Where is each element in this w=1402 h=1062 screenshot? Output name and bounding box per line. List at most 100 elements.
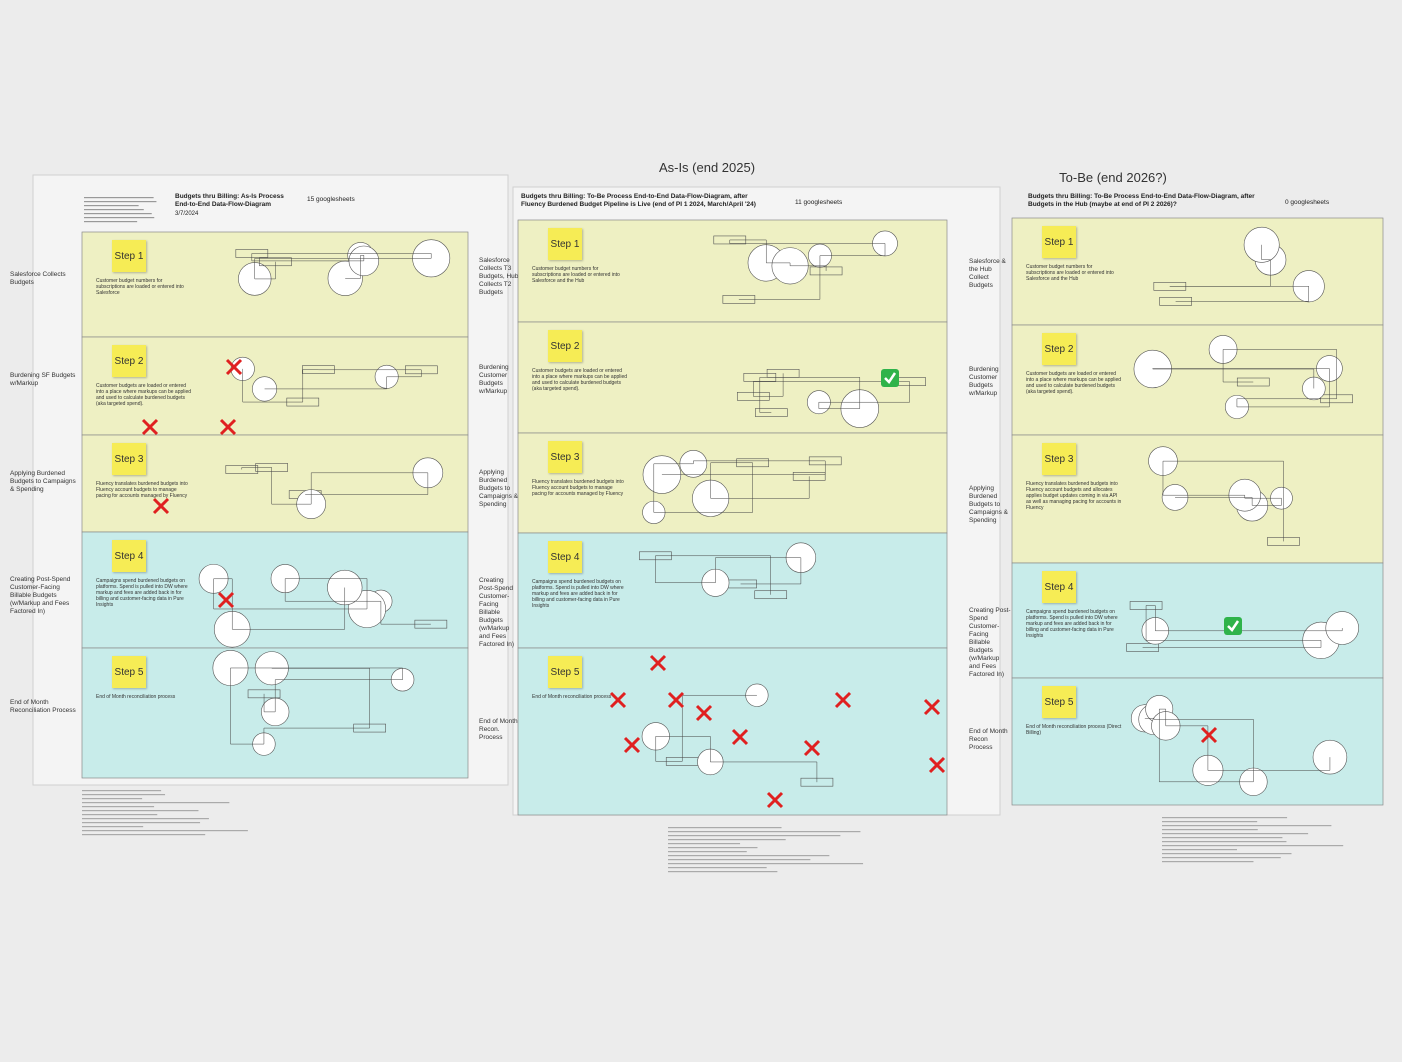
flow-arrow (1145, 605, 1322, 641)
step-text: End of Month reconciliation process (532, 694, 612, 700)
row-label: End of Month Reconciliation Process (10, 699, 76, 714)
flow-arrow (1169, 259, 1271, 287)
flow-arrow (264, 376, 387, 390)
flow-arrow (655, 736, 711, 762)
note-line (1162, 817, 1288, 819)
step-text: Customer budget numbers for subscription… (96, 278, 184, 296)
heading: As-Is (end 2025) (658, 160, 756, 175)
row-label: Creating Post-Spend Customer-Facing Bill… (10, 576, 71, 615)
note-line (82, 798, 143, 800)
red-x (731, 728, 749, 746)
flow-arrow (738, 255, 821, 300)
red-x (834, 691, 852, 709)
row-label: End of Month Recon Process (969, 727, 1008, 751)
step-band (81, 231, 469, 338)
flow-arrow (1236, 398, 1337, 407)
step-text: Customer budgets are loaded or entered i… (1026, 371, 1122, 395)
note-line (668, 843, 741, 845)
note-line (668, 847, 758, 849)
flow-arrow (710, 462, 753, 499)
flow-arrow (242, 368, 303, 403)
flow-arrow (753, 381, 910, 397)
note-line (82, 826, 144, 828)
flow-arrow (1153, 719, 1254, 782)
flow-arrow (759, 377, 772, 413)
note-line (82, 810, 199, 812)
note-line (1162, 849, 1237, 851)
flow-arrow (740, 557, 802, 585)
note-line (1162, 853, 1292, 855)
red-x (609, 691, 627, 709)
red-x (1200, 726, 1218, 744)
step-text: Fluency translates burdened budgets into… (532, 479, 624, 497)
flow-arrow (284, 578, 381, 602)
flow-arrow (818, 381, 910, 403)
row-label: Creating Post-Spend Customer-Facing Bill… (479, 576, 515, 648)
sheet-count: 11 googlesheets (795, 199, 843, 206)
green-check (884, 372, 897, 384)
note-line (84, 197, 154, 199)
flow-arrow (819, 243, 886, 256)
green-check (1224, 617, 1242, 635)
flow-arrow (230, 667, 403, 680)
flow-arrow (655, 736, 683, 762)
flow-arrow (1223, 349, 1337, 399)
flow-arrow (254, 261, 276, 280)
note-line (1162, 861, 1254, 863)
note-line (82, 790, 162, 792)
flow-arrow (729, 239, 767, 263)
flow-arrow (241, 467, 272, 470)
flow-arrow (263, 693, 276, 713)
flow-arrow (1144, 718, 1155, 720)
flow-arrow (729, 239, 886, 244)
note-line (668, 831, 861, 833)
panel-title: Budgets thru Billing: To-Be Process End-… (521, 193, 756, 208)
step-note: Step 1 (548, 228, 582, 260)
flow-arrow (302, 369, 319, 403)
flow-arrow (655, 555, 716, 584)
note-line (84, 209, 144, 211)
flow-arrow (345, 255, 361, 279)
red-x (766, 791, 784, 809)
flow-arrow (710, 761, 818, 783)
flow-arrow (380, 601, 431, 625)
row-label: Applying Burdened Budgets to Campaigns &… (969, 485, 1009, 524)
flow-arrow (1244, 495, 1282, 499)
flow-arrow (1162, 460, 1284, 542)
sheet-count: 15 googlesheets (307, 196, 355, 203)
flow-arrow (1159, 708, 1167, 726)
flow-arrow (271, 467, 312, 505)
note-line (82, 818, 209, 820)
note-line (82, 830, 248, 832)
note-line (1162, 821, 1258, 823)
step-band (517, 432, 948, 534)
flow-arrow (285, 578, 368, 609)
red-x (923, 698, 941, 716)
note-line (668, 871, 778, 873)
flow-arrow (1207, 757, 1331, 771)
step-text: Campaigns spend burdened budgets on plat… (96, 578, 188, 608)
note-line (82, 802, 230, 804)
panel-title: Budgets thru Billing: To-Be Process End-… (1028, 193, 1255, 208)
note-line (668, 839, 786, 841)
flow-arrow (274, 679, 403, 712)
flow-arrow (263, 727, 370, 745)
flow-arrow (1155, 628, 1343, 632)
step-note: Step 3 (112, 443, 146, 475)
note-line (82, 814, 158, 816)
row-label: End of Month Recon. Process (479, 717, 518, 741)
step-band (81, 434, 469, 533)
step-text: Campaigns spend burdened budgets on plat… (532, 579, 624, 609)
note-line (82, 794, 166, 796)
step-text: Fluency translates burdened budgets into… (1026, 481, 1122, 511)
flow-arrow (360, 255, 365, 261)
flow-arrow (213, 578, 233, 630)
data-store (225, 465, 259, 474)
step-band (517, 532, 948, 649)
note-line (84, 201, 157, 203)
flow-arrow (1165, 725, 1209, 771)
red-x (928, 756, 946, 774)
flow-arrow (1236, 368, 1330, 408)
step-note: Step 2 (548, 330, 582, 362)
